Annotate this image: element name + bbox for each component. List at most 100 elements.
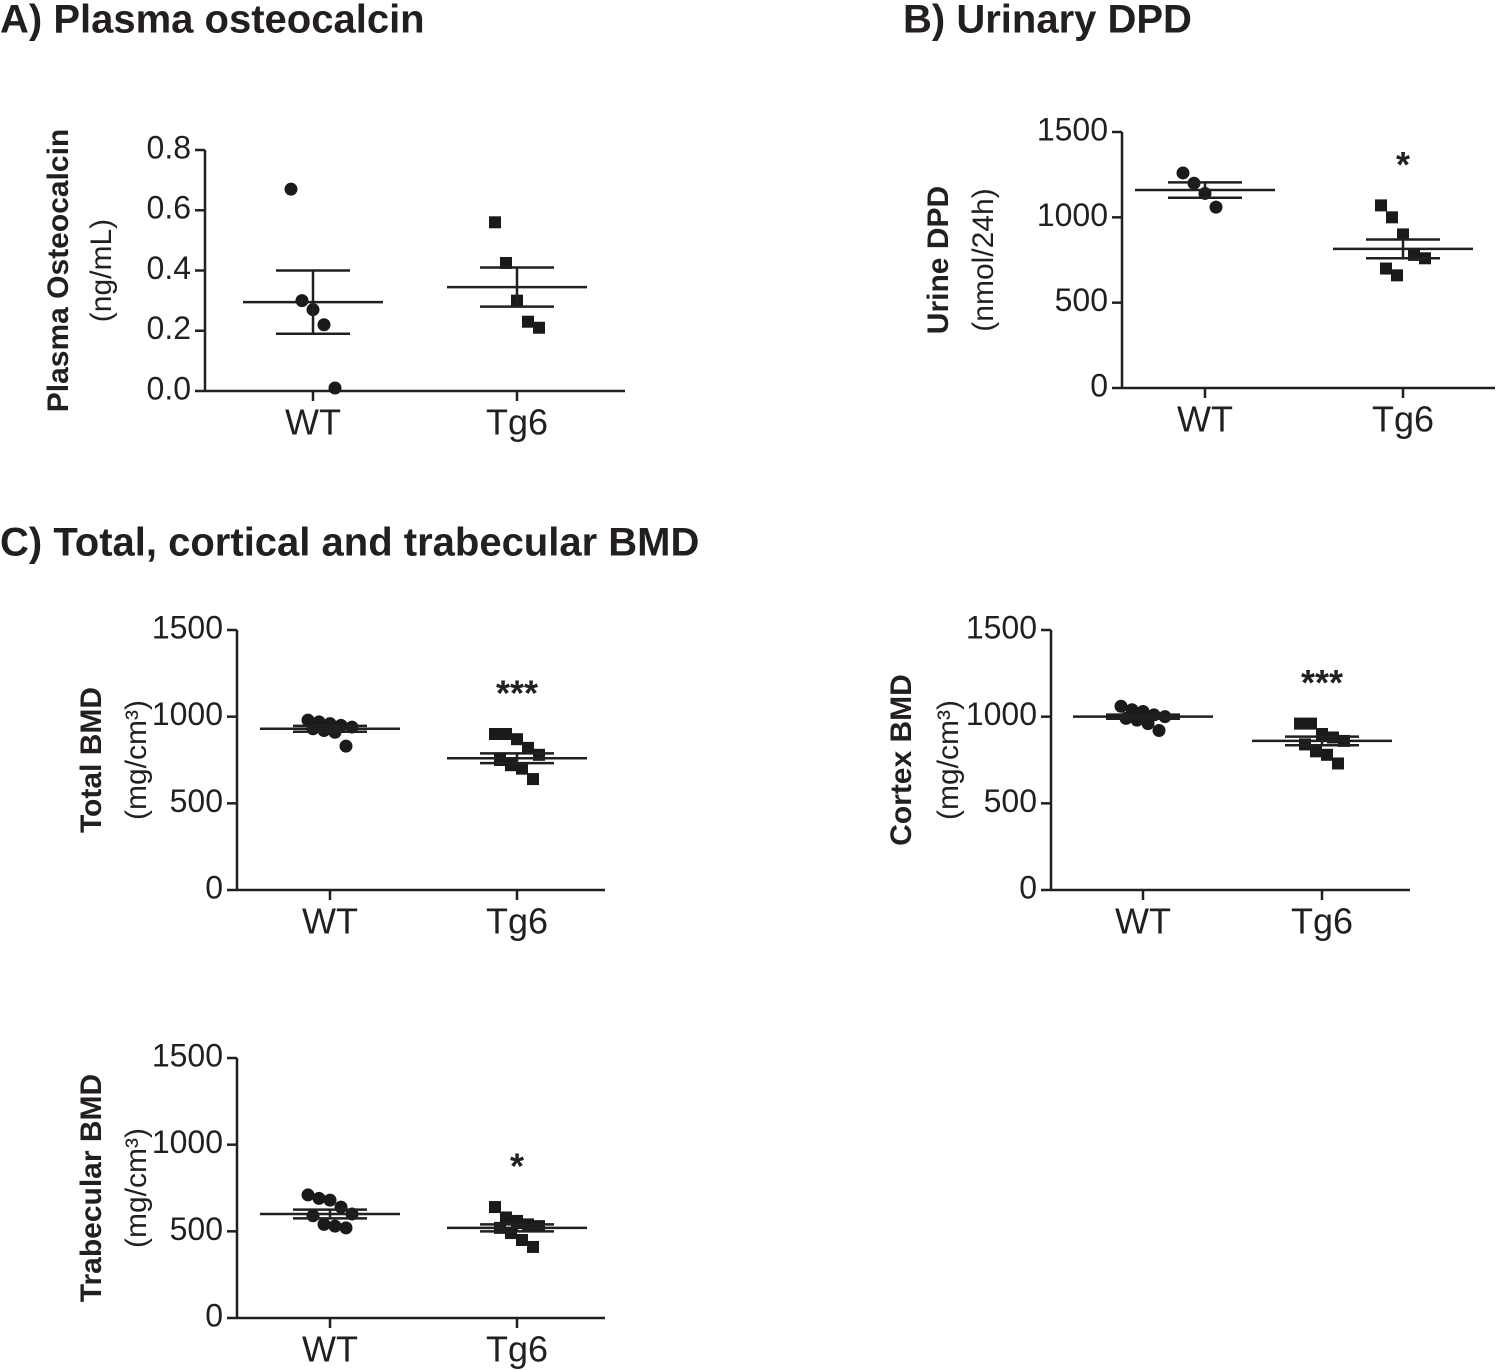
data-point (328, 1219, 342, 1233)
y-tick-label: 1500 (1037, 111, 1108, 147)
data-point (516, 1234, 528, 1246)
y-tick-label: 1000 (1037, 197, 1108, 233)
x-tick-label: Tg6 (486, 1329, 548, 1370)
data-point (1332, 757, 1344, 770)
data-point (328, 381, 342, 395)
y-tick-label: 1000 (152, 1124, 223, 1160)
error-bar (480, 752, 554, 765)
data-point (312, 1191, 326, 1205)
data-point (334, 1200, 348, 1214)
y-tick-label: 0.8 (147, 129, 191, 165)
y-axis-unit: (mg/cm³) (932, 700, 965, 820)
y-axis-unit: (nmol/24h) (967, 188, 1000, 331)
data-point (500, 256, 512, 269)
data-point (1391, 269, 1403, 282)
data-point (1141, 717, 1155, 731)
x-tick-label: Tg6 (486, 402, 548, 443)
error-bar (1106, 713, 1180, 720)
data-point (511, 733, 523, 746)
data-point (1209, 200, 1223, 214)
data-point (1114, 699, 1128, 713)
data-point (533, 1220, 545, 1233)
y-tick-label: 1000 (152, 696, 223, 732)
data-point (323, 1193, 337, 1207)
x-tick-label: WT (285, 402, 341, 443)
data-point (306, 1209, 320, 1223)
data-point (489, 1201, 501, 1214)
y-tick-label: 500 (170, 1211, 223, 1247)
data-point (1321, 748, 1333, 761)
y-axis-unit: (ng/mL) (85, 219, 118, 322)
data-point (522, 315, 534, 328)
data-point (339, 739, 353, 753)
data-point (1294, 717, 1306, 730)
data-point (489, 728, 501, 740)
data-point (295, 294, 309, 308)
significance: *** (496, 673, 538, 714)
data-point (489, 216, 501, 229)
y-tick-label: 1500 (152, 1037, 223, 1073)
data-point (500, 1211, 512, 1224)
y-tick-label: 0 (1019, 869, 1037, 905)
y-axis-label: Cortex BMD (885, 674, 918, 846)
significance: *** (1301, 662, 1343, 703)
data-point (505, 759, 517, 772)
x-tick-label: Tg6 (1291, 901, 1353, 942)
y-tick-label: 0 (205, 1297, 223, 1333)
error-bar (1366, 238, 1440, 260)
y-tick-label: 0.2 (147, 310, 191, 346)
data-point (522, 741, 534, 754)
data-point (533, 321, 545, 334)
panel-title: A) Plasma osteocalcin (0, 0, 425, 42)
error-bar (293, 724, 367, 733)
y-axis-label: Total BMD (75, 687, 108, 833)
x-tick-label: WT (302, 1329, 358, 1370)
data-point (500, 728, 512, 740)
data-point (339, 1221, 353, 1235)
data-point (1152, 724, 1166, 738)
significance: * (1396, 144, 1410, 185)
data-point (1386, 211, 1398, 224)
y-tick-label: 0.4 (147, 250, 191, 286)
data-point (1305, 717, 1317, 730)
error-bar (1285, 735, 1359, 747)
error-bar (1168, 181, 1242, 199)
error-bar (480, 1223, 554, 1233)
y-tick-label: 1500 (966, 609, 1037, 645)
y-axis-label: Urine DPD (922, 186, 955, 334)
y-axis-unit: (mg/cm³) (120, 1128, 153, 1248)
error-bar (293, 1208, 367, 1220)
x-tick-label: WT (302, 901, 358, 942)
data-point (527, 1240, 539, 1253)
data-point (1176, 166, 1190, 180)
y-tick-label: 0 (205, 869, 223, 905)
y-tick-label: 0 (1090, 367, 1108, 403)
data-point (317, 1217, 331, 1231)
y-tick-label: 1000 (966, 696, 1037, 732)
data-point (1397, 228, 1409, 241)
y-tick-label: 0.0 (147, 370, 191, 406)
data-point (301, 1188, 315, 1202)
x-tick-label: Tg6 (486, 901, 548, 942)
data-point (527, 773, 539, 786)
panel-title: B) Urinary DPD (903, 0, 1192, 42)
y-axis-unit: (mg/cm³) (120, 700, 153, 820)
panel-title: C) Total, cortical and trabecular BMD (0, 521, 699, 565)
y-tick-label: 500 (1055, 282, 1108, 318)
error-bar (276, 269, 350, 336)
y-tick-label: 0.6 (147, 190, 191, 226)
data-point (1310, 745, 1322, 758)
y-axis-label: Trabecular BMD (75, 1074, 108, 1302)
data-point (1380, 262, 1392, 275)
y-axis-label: Plasma Osteocalcin (42, 129, 75, 412)
data-point (1375, 199, 1387, 212)
error-bar (480, 266, 554, 308)
significance: * (510, 1146, 524, 1187)
x-tick-label: WT (1115, 901, 1171, 942)
y-tick-label: 500 (984, 783, 1037, 819)
y-tick-label: 1500 (152, 609, 223, 645)
y-tick-label: 500 (170, 783, 223, 819)
data-point (505, 1227, 517, 1240)
